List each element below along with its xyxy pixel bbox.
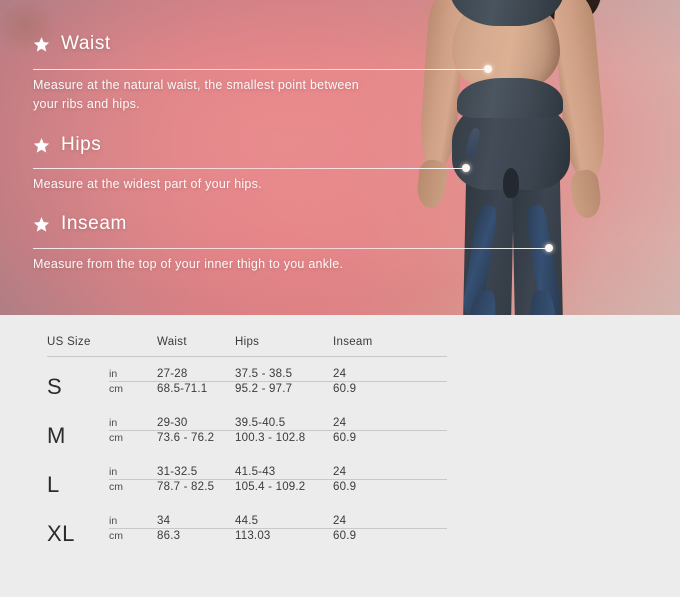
table-row: cm 78.7 - 82.5 105.4 - 109.2 60.9 bbox=[47, 480, 447, 505]
hips-value: 39.5-40.5 bbox=[235, 417, 286, 429]
unit-label: cm bbox=[109, 383, 123, 395]
size-chart-table: US Size Waist Hips Inseam S in 27-28 37.… bbox=[47, 315, 447, 553]
callout-hips-title-row: Hips bbox=[33, 134, 101, 156]
model-torso-shading bbox=[0, 0, 62, 58]
size-label: XL bbox=[47, 520, 75, 546]
size-row-group-M: M in 29-30 39.5-40.5 24 cm 73.6 - 76.2 1… bbox=[47, 406, 447, 455]
waist-value: 86.3 bbox=[157, 530, 181, 542]
size-chart-section: US Size Waist Hips Inseam S in 27-28 37.… bbox=[0, 315, 680, 597]
size-label: S bbox=[47, 373, 63, 399]
size-row-group-S: S in 27-28 37.5 - 38.5 24 cm 68.5-71.1 9… bbox=[47, 357, 447, 407]
callout-waist-title-row: Waist bbox=[33, 33, 111, 55]
pointer-line-waist bbox=[33, 69, 488, 70]
pointer-dot-waist bbox=[484, 65, 492, 73]
inseam-value: 60.9 bbox=[333, 530, 357, 542]
callout-waist-description: Measure at the natural waist, the smalle… bbox=[33, 78, 359, 112]
table-row: S in 27-28 37.5 - 38.5 24 bbox=[47, 357, 447, 399]
inseam-value: 60.9 bbox=[333, 481, 357, 493]
pointer-line-inseam bbox=[33, 248, 549, 249]
unit-label: in bbox=[109, 368, 118, 380]
star-icon bbox=[33, 36, 50, 52]
hips-value: 44.5 bbox=[235, 515, 259, 527]
hips-value: 95.2 - 97.7 bbox=[235, 383, 293, 395]
unit-label: cm bbox=[109, 481, 123, 493]
table-header-row: US Size Waist Hips Inseam bbox=[47, 315, 447, 357]
unit-label: in bbox=[109, 466, 118, 478]
callout-inseam-description: Measure from the top of your inner thigh… bbox=[33, 257, 344, 271]
callout-waist: Waist bbox=[33, 33, 111, 55]
pointer-dot-hips bbox=[462, 164, 470, 172]
column-header-hips: Hips bbox=[235, 336, 260, 348]
column-header-waist: Waist bbox=[157, 336, 187, 348]
unit-label: cm bbox=[109, 530, 123, 542]
legging-inseam-seam bbox=[503, 168, 519, 198]
unit-label: cm bbox=[109, 432, 123, 444]
callout-hips: Hips bbox=[33, 134, 101, 156]
inseam-value: 24 bbox=[333, 466, 347, 478]
table-row: cm 73.6 - 76.2 100.3 - 102.8 60.9 bbox=[47, 431, 447, 456]
size-row-group-XL: XL in 34 44.5 24 cm 86.3 113.03 60.9 bbox=[47, 504, 447, 553]
size-label: L bbox=[47, 471, 60, 497]
hips-value: 113.03 bbox=[235, 530, 271, 542]
legging-waistband bbox=[457, 78, 563, 118]
inseam-value: 60.9 bbox=[333, 383, 357, 395]
hips-value: 37.5 - 38.5 bbox=[235, 368, 293, 380]
waist-value: 68.5-71.1 bbox=[157, 383, 208, 395]
waist-value: 29-30 bbox=[157, 417, 188, 429]
table-row: M in 29-30 39.5-40.5 24 bbox=[47, 406, 447, 448]
model-photo bbox=[0, 0, 609, 315]
pointer-dot-inseam bbox=[545, 244, 553, 252]
callout-hips-description: Measure at the widest part of your hips. bbox=[33, 177, 262, 191]
inseam-value: 24 bbox=[333, 515, 347, 527]
size-row-group-L: L in 31-32.5 41.5-43 24 cm 78.7 - 82.5 1… bbox=[47, 455, 447, 504]
column-header-size: US Size bbox=[47, 336, 91, 348]
inseam-value: 24 bbox=[333, 417, 347, 429]
star-icon bbox=[33, 216, 50, 232]
callout-inseam-title-row: Inseam bbox=[33, 213, 127, 235]
waist-value: 73.6 - 76.2 bbox=[157, 432, 215, 444]
pointer-line-hips bbox=[33, 168, 466, 169]
hips-value: 100.3 - 102.8 bbox=[235, 432, 306, 444]
table-row: cm 86.3 113.03 60.9 bbox=[47, 529, 447, 554]
column-header-unit bbox=[109, 315, 157, 357]
hero-banner: Waist Measure at the natural waist, the … bbox=[0, 0, 680, 315]
waist-value: 31-32.5 bbox=[157, 466, 198, 478]
callout-waist-title: Waist bbox=[61, 33, 111, 54]
hips-value: 105.4 - 109.2 bbox=[235, 481, 306, 493]
model-left-hand bbox=[415, 158, 449, 210]
callout-hips-title: Hips bbox=[61, 134, 102, 155]
inseam-value: 60.9 bbox=[333, 432, 357, 444]
column-header-inseam: Inseam bbox=[333, 336, 373, 348]
inseam-value: 24 bbox=[333, 368, 347, 380]
size-label: M bbox=[47, 422, 66, 448]
waist-value: 34 bbox=[157, 515, 171, 527]
table-row: cm 68.5-71.1 95.2 - 97.7 60.9 bbox=[47, 382, 447, 407]
waist-value: 27-28 bbox=[157, 368, 188, 380]
model-right-hand bbox=[569, 168, 603, 220]
star-icon bbox=[33, 137, 50, 153]
unit-label: in bbox=[109, 515, 118, 527]
size-chart-head: US Size Waist Hips Inseam bbox=[47, 315, 447, 357]
table-row: L in 31-32.5 41.5-43 24 bbox=[47, 455, 447, 497]
unit-label: in bbox=[109, 417, 118, 429]
table-row: XL in 34 44.5 24 bbox=[47, 504, 447, 546]
hips-value: 41.5-43 bbox=[235, 466, 276, 478]
callout-inseam-title: Inseam bbox=[61, 213, 127, 234]
callout-inseam: Inseam bbox=[33, 213, 127, 235]
waist-value: 78.7 - 82.5 bbox=[157, 481, 215, 493]
